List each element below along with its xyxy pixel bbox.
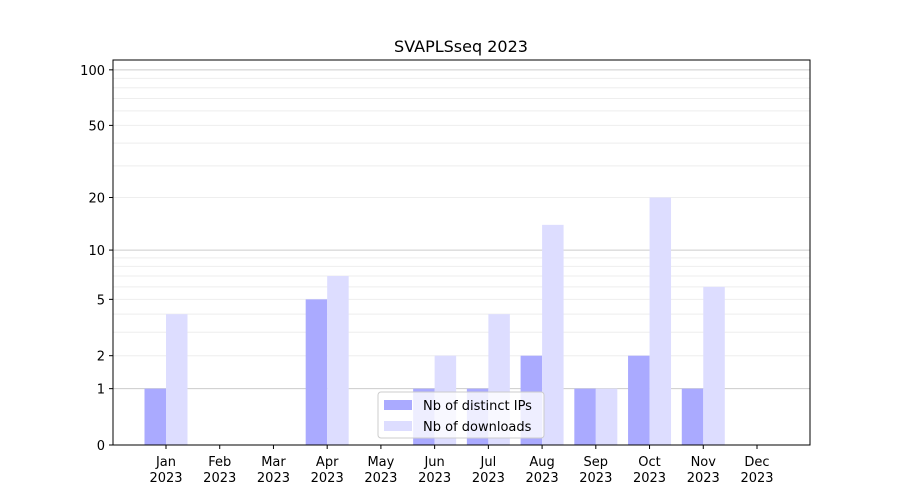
legend-box — [377, 391, 545, 439]
x-tick-label: May 2023 — [364, 455, 397, 486]
bar-distinct-ips — [628, 355, 650, 445]
bar-downloads — [542, 224, 564, 445]
y-tick-label: 1 — [97, 383, 105, 398]
chart-title: SVAPLSseq 2023 — [394, 37, 528, 56]
bar-downloads — [649, 197, 672, 445]
bar-distinct-ips — [144, 388, 166, 445]
y-tick-label: 0 — [97, 439, 105, 454]
bar-downloads — [595, 388, 618, 445]
bar-distinct-ips — [305, 299, 328, 445]
bar-distinct-ips — [574, 388, 596, 445]
bar-downloads — [327, 275, 349, 445]
legend-label: Nb of distinct IPs — [423, 399, 532, 414]
y-tick-label: 5 — [97, 293, 105, 308]
y-tick-label: 20 — [88, 192, 105, 207]
x-tick-label: Oct 2023 — [633, 455, 666, 486]
y-tick-label: 100 — [80, 64, 105, 79]
x-tick-label: Aug 2023 — [526, 455, 559, 486]
legend-swatch — [384, 421, 412, 431]
x-tick-label: Jan 2023 — [149, 455, 182, 486]
x-tick-label: Jul 2023 — [472, 455, 505, 486]
x-tick-label: Sep 2023 — [579, 455, 612, 486]
x-tick-label: Dec 2023 — [740, 455, 773, 486]
x-tick-label: Feb 2023 — [203, 455, 236, 486]
x-tick-label: Apr 2023 — [311, 455, 344, 486]
x-tick-label: Mar 2023 — [257, 455, 290, 486]
y-tick-label: 2 — [97, 350, 105, 365]
plot-frame — [112, 59, 811, 446]
x-tick-label: Jun 2023 — [418, 455, 451, 486]
bar-distinct-ips — [681, 388, 704, 445]
y-tick-label: 10 — [88, 244, 105, 259]
bar-downloads — [166, 314, 188, 445]
bar-downloads — [703, 286, 725, 445]
y-tick-label: 50 — [88, 119, 105, 134]
legend-label: Nb of downloads — [423, 420, 532, 435]
x-tick-label: Nov 2023 — [687, 455, 720, 486]
legend: Nb of distinct IPs Nb of downloads — [377, 391, 545, 439]
legend-swatch — [384, 400, 412, 410]
